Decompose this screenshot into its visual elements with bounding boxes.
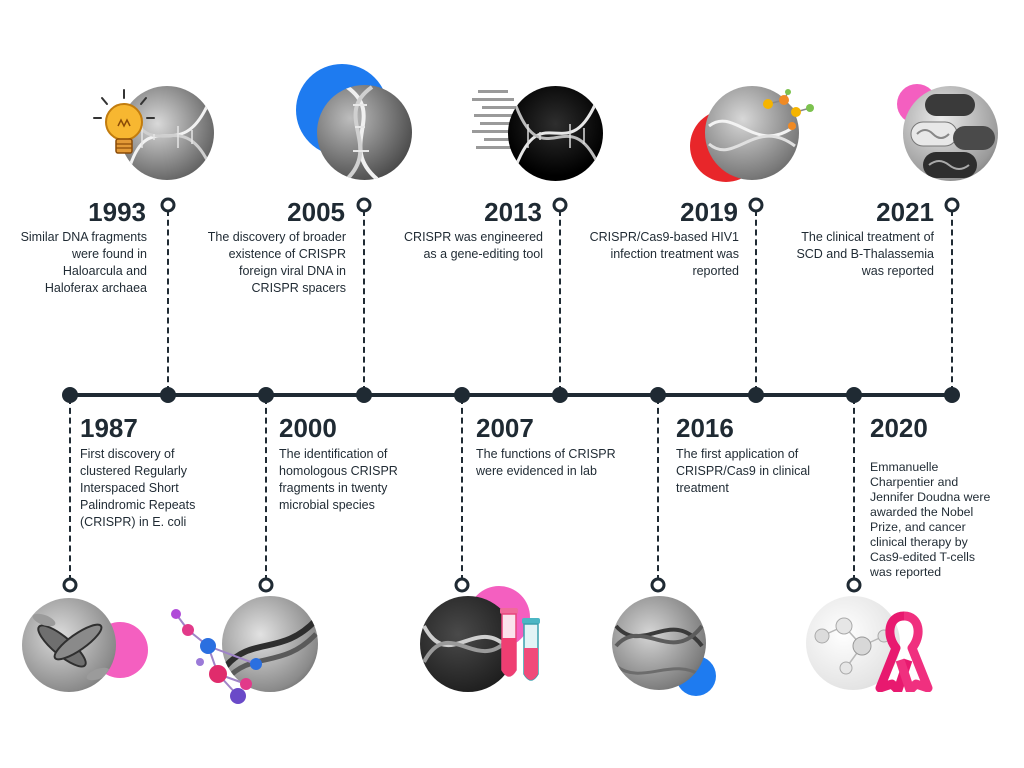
- event-text-1987: First discovery of clustered Regularly I…: [80, 447, 196, 529]
- dna-photo: [222, 596, 318, 692]
- year-2000: 2000: [279, 413, 337, 443]
- capsule-photo: [903, 86, 998, 181]
- event-text-2007: The functions of CRISPR were evidenced i…: [476, 447, 616, 478]
- ring-marker-2013: [552, 197, 568, 213]
- year-2020: 2020: [870, 413, 928, 443]
- connector-2019: [755, 210, 757, 392]
- event-text-2005: The discovery of broader existence of CR…: [207, 230, 346, 295]
- dna-helix-icon: [223, 617, 318, 682]
- event-text-2019: CRISPR/Cas9-based HIV1 infection treatme…: [589, 230, 739, 278]
- dna-helix-icon: [345, 85, 379, 180]
- event-text-2020: Emmanuelle Charpentier and Jennifer Doud…: [870, 460, 991, 579]
- connector-2000: [265, 398, 267, 581]
- event-text-2016: The first application of CRISPR/Cas9 in …: [676, 447, 811, 495]
- ring-marker-2020: [846, 577, 862, 593]
- axis-node-2019: [748, 387, 764, 403]
- connector-1987: [69, 398, 71, 581]
- axis-node-2021: [944, 387, 960, 403]
- year-1987: 1987: [80, 413, 138, 443]
- axis-node-1987: [62, 387, 78, 403]
- connector-2013: [559, 210, 561, 392]
- molecule-icon: [814, 617, 891, 675]
- ring-marker-1993: [160, 197, 176, 213]
- axis-node-2005: [356, 387, 372, 403]
- connector-2005: [363, 210, 365, 392]
- dna-photo: [705, 86, 799, 180]
- axis-node-2016: [650, 387, 666, 403]
- year-2005: 2005: [287, 197, 345, 227]
- year-2016: 2016: [676, 413, 734, 443]
- code-lines-icon: [472, 90, 518, 149]
- event-text-2013: CRISPR was engineered as a gene-editing …: [404, 230, 543, 261]
- axis-node-2007: [454, 387, 470, 403]
- year-1993: 1993: [88, 197, 146, 227]
- dna-helix-icon: [614, 624, 704, 678]
- event-text-2000: The identification of homologous CRISPR …: [279, 447, 398, 512]
- dna-helix-icon: [514, 97, 600, 167]
- axis-node-2020: [846, 387, 862, 403]
- connector-2021: [951, 210, 953, 392]
- molecule-icon: [763, 89, 814, 130]
- ring-marker-2005: [356, 197, 372, 213]
- connector-1993: [167, 210, 169, 392]
- dna-photo: [612, 596, 706, 690]
- ring-marker-1987: [62, 577, 78, 593]
- molecule-icon: [171, 609, 262, 704]
- year-2019: 2019: [680, 197, 738, 227]
- dna-helix-icon: [708, 119, 796, 152]
- event-text-2021: The clinical treatment of SCD and B-Thal…: [796, 230, 934, 278]
- axis-node-2000: [258, 387, 274, 403]
- connector-2020: [853, 398, 855, 581]
- connector-2016: [657, 398, 659, 581]
- connector-2007: [461, 398, 463, 581]
- dna-photo: [508, 86, 603, 181]
- timeline-axis: [68, 393, 954, 397]
- axis-node-1993: [160, 387, 176, 403]
- year-2021: 2021: [876, 197, 934, 227]
- ring-marker-2000: [258, 577, 274, 593]
- test-tube-icon: [500, 608, 540, 681]
- capsule-dna-icon: [910, 94, 995, 178]
- ring-marker-2021: [944, 197, 960, 213]
- axis-node-2013: [552, 387, 568, 403]
- bacteria-photo: [22, 598, 116, 692]
- dna-photo: [317, 85, 412, 180]
- ring-marker-2019: [748, 197, 764, 213]
- event-text-1993: Similar DNA fragments were found in Halo…: [20, 230, 147, 295]
- dna-photo: [120, 86, 214, 180]
- ring-marker-2007: [454, 577, 470, 593]
- awareness-ribbon-icon: [875, 611, 933, 692]
- bacteria-icon: [32, 613, 110, 681]
- year-2007: 2007: [476, 413, 534, 443]
- lightbulb-icon: [93, 89, 155, 154]
- ring-marker-2016: [650, 577, 666, 593]
- year-2013: 2013: [484, 197, 542, 227]
